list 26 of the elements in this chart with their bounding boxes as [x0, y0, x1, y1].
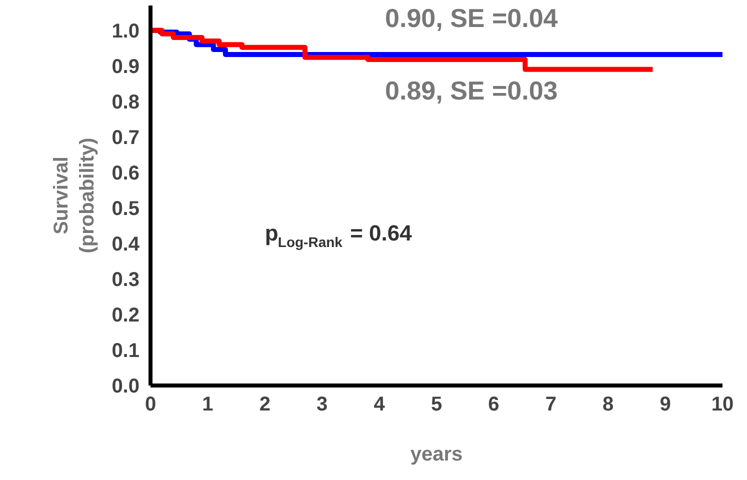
y-axis-title: Survival (probability) [50, 138, 99, 254]
y-tick-label: 0.5 [112, 198, 140, 220]
y-tick-label: 0.4 [112, 233, 140, 256]
y-tick-label: 0.2 [112, 304, 140, 326]
x-tick-label: 10 [711, 394, 734, 416]
y-tick-label: 0.9 [112, 56, 140, 78]
x-tick-label: 8 [602, 394, 614, 416]
x-tick-label: 1 [202, 394, 214, 416]
x-tick-label: 5 [430, 394, 442, 416]
y-tick-label: 0.3 [112, 268, 140, 291]
y-tick-label: 0.6 [112, 162, 140, 184]
x-tick-label: 9 [660, 394, 671, 416]
annotation: 0.90, SE =0.04 [385, 2, 558, 33]
x-tick-label: 7 [545, 394, 556, 416]
x-axis-title: years [410, 444, 463, 466]
x-tick-label: 2 [259, 394, 270, 416]
x-tick-label: 6 [488, 394, 500, 416]
x-tick-label: 4 [374, 394, 386, 416]
y-tick-label: 0.0 [112, 376, 140, 398]
y-tick-label: 0.7 [112, 126, 140, 149]
x-tick-label: 0 [144, 394, 156, 416]
annotation: 0.89, SE =0.03 [385, 76, 558, 106]
y-tick-label: 0.1 [112, 340, 140, 362]
y-tick-label: 0.8 [112, 91, 140, 114]
y-tick-label: 1.0 [112, 20, 140, 42]
x-tick-label: 3 [316, 394, 328, 416]
